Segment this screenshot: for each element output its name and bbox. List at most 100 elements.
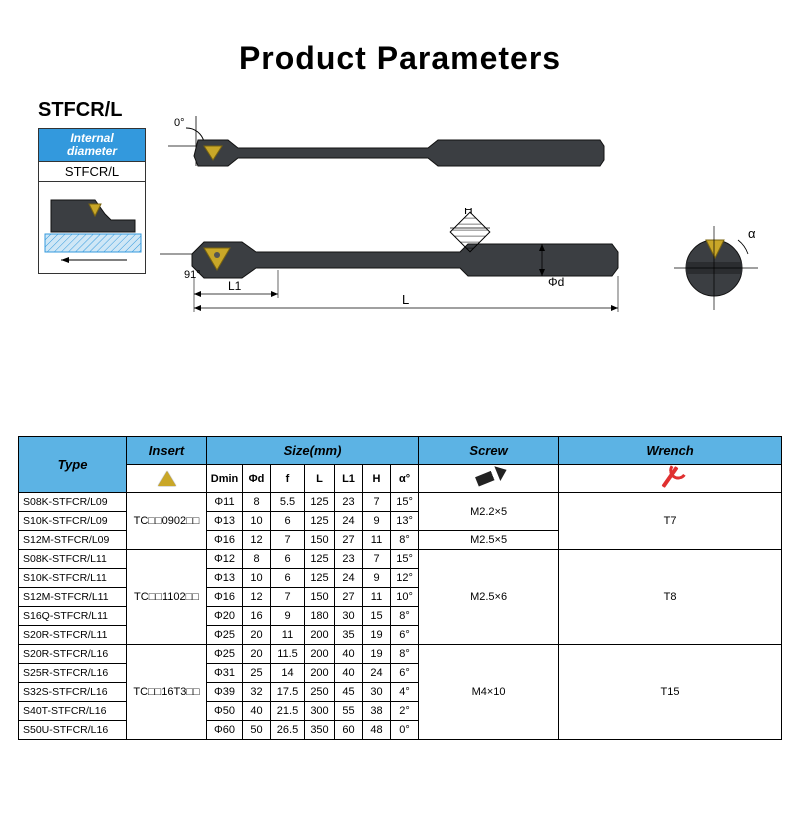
page-title: Product Parameters	[0, 40, 800, 77]
cell-a: 15°	[391, 550, 419, 569]
cell-screw: M2.5×6	[419, 550, 559, 645]
spec-table: Type Insert Size(mm) Screw Wrench Dmin Φ…	[18, 436, 782, 740]
cell-H: 11	[363, 531, 391, 550]
cell-f: 21.5	[271, 702, 305, 721]
cell-a: 2°	[391, 702, 419, 721]
cell-L1: 40	[335, 645, 363, 664]
cell-d: 50	[243, 721, 271, 740]
cell-a: 6°	[391, 664, 419, 683]
cell-Dmin: Φ16	[207, 531, 243, 550]
cell-H: 19	[363, 645, 391, 664]
cell-type: S08K-STFCR/L09	[19, 493, 127, 512]
cell-d: 20	[243, 645, 271, 664]
cell-screw: M2.5×5	[419, 531, 559, 550]
diagram-area: Internal diameter STFCR/L	[0, 122, 800, 332]
cell-f: 6	[271, 512, 305, 531]
cell-f: 7	[271, 531, 305, 550]
sub-H: H	[363, 465, 391, 493]
th-size: Size(mm)	[207, 437, 419, 465]
dim-H: H	[464, 208, 473, 217]
cell-H: 9	[363, 569, 391, 588]
angle-cut-label: 91°	[184, 269, 201, 281]
cell-type: S40T-STFCR/L16	[19, 702, 127, 721]
cell-H: 7	[363, 493, 391, 512]
cell-L1: 23	[335, 550, 363, 569]
cell-a: 6°	[391, 626, 419, 645]
cell-wrench: T8	[559, 550, 782, 645]
cell-L1: 35	[335, 626, 363, 645]
cell-L1: 55	[335, 702, 363, 721]
cell-Dmin: Φ25	[207, 645, 243, 664]
cell-L: 200	[305, 626, 335, 645]
cell-a: 8°	[391, 607, 419, 626]
cell-L: 250	[305, 683, 335, 702]
cell-L: 300	[305, 702, 335, 721]
cell-Dmin: Φ13	[207, 569, 243, 588]
dim-L: L	[402, 292, 409, 307]
cell-d: 20	[243, 626, 271, 645]
cell-insert: TC□□0902□□	[127, 493, 207, 550]
dim-L1: L1	[228, 279, 242, 293]
cell-f: 11	[271, 626, 305, 645]
insert-icon-cell	[127, 465, 207, 493]
screw-icon	[475, 467, 503, 486]
cell-L: 125	[305, 512, 335, 531]
tool-dim-view: 91° H Φd L1 L	[160, 208, 630, 328]
cell-L: 125	[305, 550, 335, 569]
cell-type: S10K-STFCR/L11	[19, 569, 127, 588]
cell-type: S12M-STFCR/L09	[19, 531, 127, 550]
insert-icon	[158, 471, 176, 486]
cell-f: 17.5	[271, 683, 305, 702]
tool-top-view: 0°	[168, 110, 608, 190]
cell-L: 125	[305, 569, 335, 588]
cell-L1: 24	[335, 512, 363, 531]
sub-L1: L1	[335, 465, 363, 493]
cell-f: 6	[271, 569, 305, 588]
table-row: S20R-STFCR/L16TC□□16T3□□Φ252011.52004019…	[19, 645, 782, 664]
cell-H: 24	[363, 664, 391, 683]
cell-f: 5.5	[271, 493, 305, 512]
header-row-2: Dmin Φd f L L1 H α°	[19, 465, 782, 493]
cell-H: 11	[363, 588, 391, 607]
cell-d: 8	[243, 550, 271, 569]
cell-H: 48	[363, 721, 391, 740]
wrench-icon	[662, 466, 679, 488]
cell-wrench: T15	[559, 645, 782, 740]
cell-d: 32	[243, 683, 271, 702]
cell-a: 12°	[391, 569, 419, 588]
cell-type: S20R-STFCR/L16	[19, 645, 127, 664]
spec-body: S08K-STFCR/L09TC□□0902□□Φ1185.512523715°…	[19, 493, 782, 740]
cell-L: 150	[305, 531, 335, 550]
cell-a: 13°	[391, 512, 419, 531]
cell-a: 10°	[391, 588, 419, 607]
screw-icon-cell	[419, 465, 559, 493]
cell-L1: 23	[335, 493, 363, 512]
cell-H: 38	[363, 702, 391, 721]
cell-Dmin: Φ13	[207, 512, 243, 531]
internal-diameter-header: Internal diameter	[38, 128, 146, 162]
dim-alpha: α	[748, 226, 756, 241]
cell-a: 15°	[391, 493, 419, 512]
cell-Dmin: Φ39	[207, 683, 243, 702]
cell-H: 7	[363, 550, 391, 569]
cell-a: 0°	[391, 721, 419, 740]
dim-d: Φd	[548, 275, 564, 289]
th-wrench: Wrench	[559, 437, 782, 465]
table-row: S08K-STFCR/L11TC□□1102□□Φ128612523715°M2…	[19, 550, 782, 569]
cell-a: 4°	[391, 683, 419, 702]
cell-L1: 30	[335, 607, 363, 626]
angle-top-label: 0°	[174, 117, 185, 129]
header-row-1: Type Insert Size(mm) Screw Wrench	[19, 437, 782, 465]
cell-Dmin: Φ12	[207, 550, 243, 569]
cell-d: 25	[243, 664, 271, 683]
table-row: S08K-STFCR/L09TC□□0902□□Φ1185.512523715°…	[19, 493, 782, 512]
cell-screw: M4×10	[419, 645, 559, 740]
cell-L1: 45	[335, 683, 363, 702]
cell-d: 16	[243, 607, 271, 626]
cell-d: 10	[243, 569, 271, 588]
th-screw: Screw	[419, 437, 559, 465]
cell-Dmin: Φ25	[207, 626, 243, 645]
cell-Dmin: Φ31	[207, 664, 243, 683]
internal-diameter-diagram	[38, 182, 146, 274]
sub-f: f	[271, 465, 305, 493]
